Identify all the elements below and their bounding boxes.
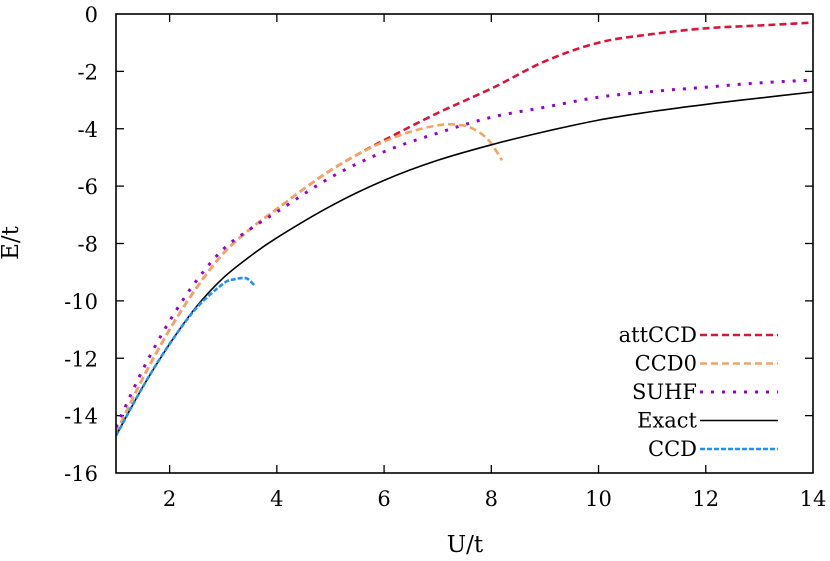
legend-label: SUHF bbox=[632, 380, 697, 404]
y-tick-label: 0 bbox=[85, 3, 98, 27]
plot-frame bbox=[115, 13, 814, 474]
legend-label: CCD0 bbox=[635, 352, 697, 376]
legend-label: attCCD bbox=[619, 323, 697, 347]
y-tick-label: -4 bbox=[78, 118, 98, 142]
legend-label: Exact bbox=[637, 409, 697, 433]
y-tick-label: -8 bbox=[78, 233, 98, 257]
legend: attCCD CCD0 SUHF Exact CCD bbox=[619, 323, 778, 461]
x-axis-title: U/t bbox=[447, 532, 484, 558]
y-tick-label: -14 bbox=[64, 405, 98, 429]
axis-ticks bbox=[116, 14, 813, 473]
tick-labels: 2 4 6 8 10 12 14 0 -2 -4 -6 -8 -10 -12 -14 -16 bbox=[64, 3, 826, 511]
x-tick-label: 4 bbox=[270, 487, 283, 511]
series-suhf-line bbox=[116, 78, 813, 428]
legend-label: CCD bbox=[648, 437, 697, 461]
series-lines bbox=[116, 21, 813, 437]
x-tick-label: 14 bbox=[800, 487, 827, 511]
y-tick-label: -2 bbox=[78, 60, 98, 84]
series-exact-line bbox=[116, 91, 813, 437]
series-attccd-line bbox=[116, 21, 813, 434]
x-tick-label: 8 bbox=[485, 487, 498, 511]
x-tick-label: 6 bbox=[377, 487, 390, 511]
x-tick-label: 12 bbox=[692, 487, 719, 511]
y-axis-title: E/t bbox=[0, 225, 24, 260]
x-tick-label: 2 bbox=[163, 487, 176, 511]
series-ccd-line bbox=[116, 276, 257, 437]
y-tick-label: -12 bbox=[64, 347, 98, 371]
series-ccd0-line bbox=[116, 122, 504, 434]
y-tick-label: -10 bbox=[64, 290, 98, 314]
y-tick-label: -6 bbox=[78, 175, 98, 199]
x-tick-label: 10 bbox=[585, 487, 612, 511]
y-tick-label: -16 bbox=[64, 462, 98, 486]
